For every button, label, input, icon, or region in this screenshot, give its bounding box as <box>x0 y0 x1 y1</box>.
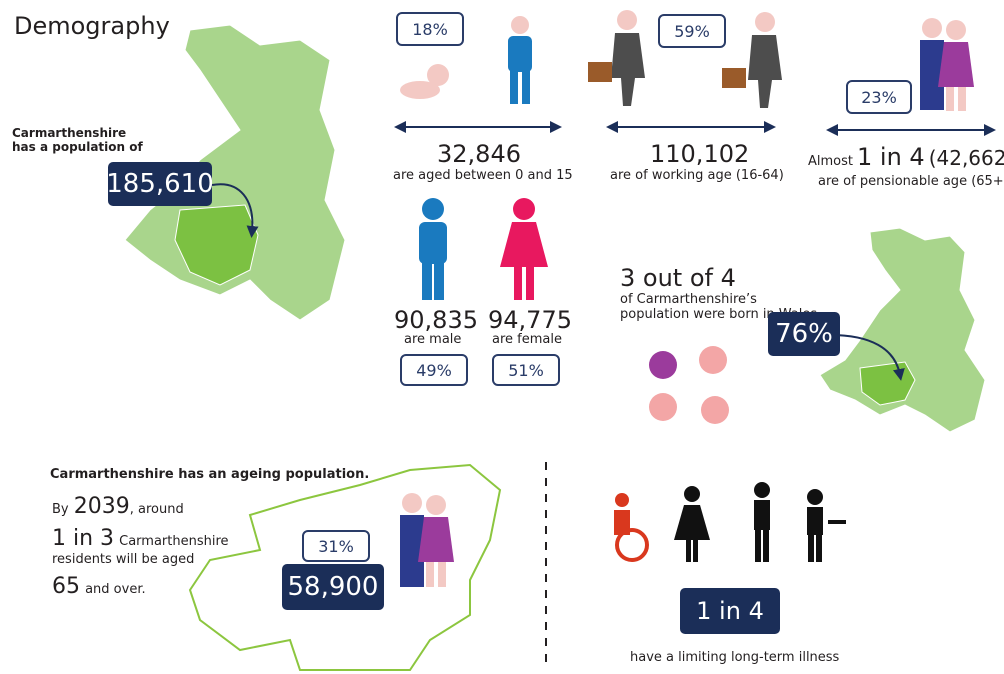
illness-label: have a limiting long-term illness <box>630 650 840 665</box>
percent-value: 76% <box>768 312 840 356</box>
born-label: of Carmarthenshire’s population were bor… <box>620 292 818 322</box>
count-label: are aged between 0 and 15 <box>393 168 573 183</box>
male-icon <box>419 198 447 300</box>
baby-icon <box>400 64 449 99</box>
elderly-icon <box>920 18 974 111</box>
wales-map-small <box>819 227 986 433</box>
percent-badge: 59% <box>658 14 726 48</box>
text: By <box>52 502 69 517</box>
walker-person-icon <box>807 489 846 562</box>
count-label: are of working age (16-64) <box>610 168 784 183</box>
illness-ratio: 1 in 4 <box>680 588 780 634</box>
age: 65 <box>52 574 80 599</box>
cane-person-icon <box>754 482 770 562</box>
text: , around <box>129 502 184 517</box>
wheelchair-icon <box>614 493 649 562</box>
ratio: 3 out of 4 <box>620 264 736 292</box>
count-value: 58,900 <box>282 564 384 610</box>
carmarthenshire-map <box>174 204 259 286</box>
female-icon <box>500 198 548 300</box>
ratio: 1 in 4 <box>857 143 925 171</box>
percent-badge: 23% <box>846 80 912 114</box>
count: 110,102 <box>650 140 750 168</box>
percent-badge: 49% <box>400 354 468 386</box>
baby-icons <box>649 346 729 424</box>
person-icon <box>674 486 710 562</box>
arrow <box>211 183 259 238</box>
prefix: Almost <box>808 154 853 169</box>
percent-badge: 18% <box>396 12 464 46</box>
count: 94,775 <box>488 306 572 334</box>
text: Carmarthenshire <box>119 534 229 549</box>
count-label: are of pensionable age (65+) <box>818 174 1004 189</box>
population-value: 185,610 <box>106 162 214 206</box>
text: residents will be aged <box>52 552 195 567</box>
year: 2039 <box>73 494 130 519</box>
count: 32,846 <box>437 140 521 168</box>
worker-icon <box>588 10 645 106</box>
elderly-icon <box>400 493 454 587</box>
percent-badge: 31% <box>302 530 370 562</box>
count-label: are male <box>404 332 462 347</box>
count: (42,662 ) <box>928 146 1004 170</box>
title: Demography <box>14 12 170 40</box>
worker-icon <box>722 12 782 108</box>
arrow <box>829 334 905 381</box>
percent-badge: 51% <box>492 354 560 386</box>
child-icon <box>508 16 532 104</box>
count: 90,835 <box>394 306 478 334</box>
text: and over. <box>85 582 146 597</box>
carmarthenshire-outline <box>188 463 502 671</box>
count-label: are female <box>492 332 562 347</box>
population-label: Carmarthenshire has a population of <box>12 126 143 154</box>
ratio: 1 in 3 <box>52 526 115 551</box>
ageing-heading: Carmarthenshire has an ageing population… <box>50 467 370 482</box>
